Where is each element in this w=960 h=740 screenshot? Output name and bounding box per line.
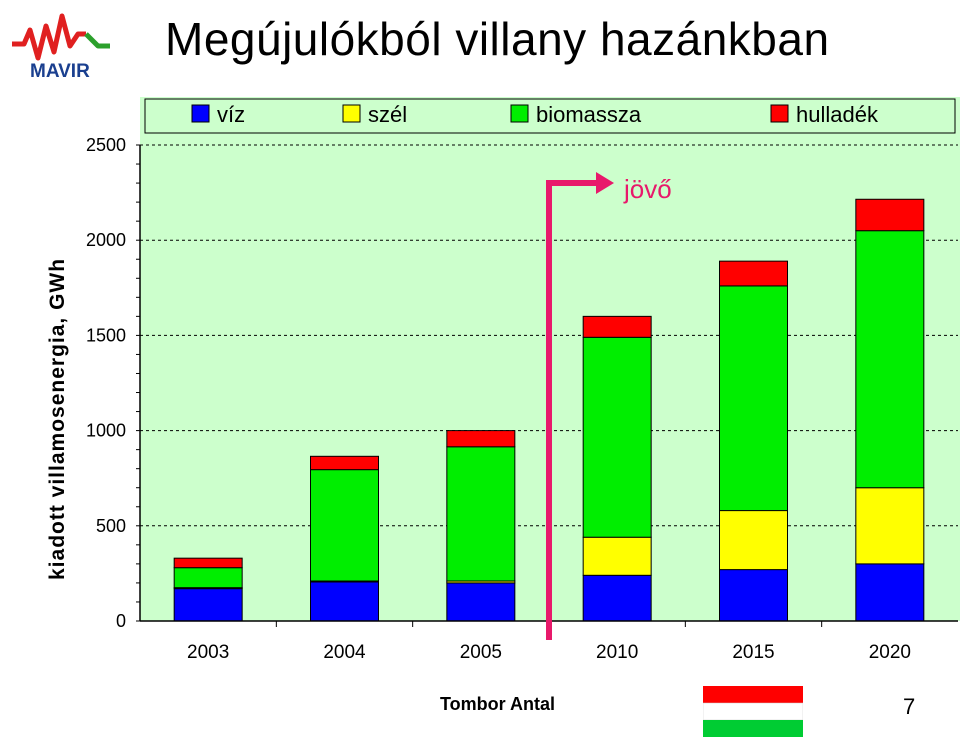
legend: víz szél biomassza hulladék bbox=[191, 102, 879, 127]
bar-segment-biomassza bbox=[173, 567, 243, 589]
bar-segment-hulladék bbox=[173, 557, 243, 569]
x-tick-label: 2003 bbox=[187, 642, 229, 663]
legend-label: biomassza bbox=[536, 102, 642, 127]
x-tick-label: 2004 bbox=[323, 642, 366, 663]
bars bbox=[173, 198, 925, 622]
bar-segment-szél bbox=[719, 510, 788, 571]
future-arrow bbox=[546, 172, 614, 640]
bar-segment-hulladék bbox=[446, 430, 516, 448]
x-tick-label: 2010 bbox=[596, 642, 638, 663]
x-tick-label: 2015 bbox=[732, 642, 774, 663]
bar-segment-biomassza bbox=[310, 469, 379, 582]
page-title: Megújulókból villany hazánkban bbox=[165, 13, 830, 65]
y-tick-label: 500 bbox=[96, 516, 126, 536]
legend-swatch bbox=[191, 104, 210, 123]
y-tick-label: 2000 bbox=[86, 230, 126, 250]
legend-swatch bbox=[770, 104, 789, 123]
legend-label: hulladék bbox=[796, 102, 879, 127]
bar-segment-hulladék bbox=[310, 455, 379, 471]
x-tick-label: 2005 bbox=[460, 642, 502, 663]
y-tick-label: 2500 bbox=[86, 135, 126, 155]
bar-segment-víz bbox=[582, 574, 652, 622]
bar-segment-víz bbox=[446, 582, 516, 622]
page-number: 7 bbox=[903, 694, 916, 719]
y-tick-label: 1000 bbox=[86, 421, 126, 441]
bar-segment-hulladék bbox=[582, 315, 652, 338]
bar-segment-víz bbox=[855, 563, 925, 622]
bar-segment-szél bbox=[582, 536, 652, 576]
legend-label: víz bbox=[217, 102, 245, 127]
future-label: jövő bbox=[623, 174, 672, 204]
footer-author: Tombor Antal bbox=[440, 694, 555, 714]
y-tick-labels: 0 500 1000 1500 2000 2500 bbox=[86, 135, 126, 631]
x-tick-label: 2020 bbox=[869, 642, 911, 663]
legend-swatch bbox=[342, 104, 361, 123]
bar-segment-hulladék bbox=[719, 260, 788, 287]
bar-segment-víz bbox=[719, 569, 788, 622]
bar-segment-biomassza bbox=[446, 446, 516, 582]
bar-segment-víz bbox=[173, 588, 243, 622]
legend-box bbox=[144, 98, 956, 134]
y-tick-label: 0 bbox=[116, 611, 126, 631]
logo-text: MAVIR bbox=[30, 61, 90, 81]
y-axis-label: kiadott villamosenergia, GWh bbox=[46, 258, 69, 580]
bar-segment-biomassza bbox=[582, 336, 652, 538]
bar-segment-szél bbox=[855, 487, 925, 565]
y-tick-label: 1500 bbox=[86, 325, 126, 345]
bar-segment-biomassza bbox=[855, 230, 925, 489]
x-tick-labels: 2003 2004 2005 2010 2015 2020 bbox=[187, 642, 911, 663]
bar-segment-biomassza bbox=[719, 285, 788, 512]
bar-segment-víz bbox=[310, 581, 379, 622]
legend-label: szél bbox=[368, 102, 407, 127]
legend-swatch bbox=[510, 104, 529, 123]
hungarian-flag-icon bbox=[703, 686, 803, 737]
mavir-logo: MAVIR bbox=[8, 6, 118, 86]
bar-segment-hulladék bbox=[855, 198, 925, 232]
